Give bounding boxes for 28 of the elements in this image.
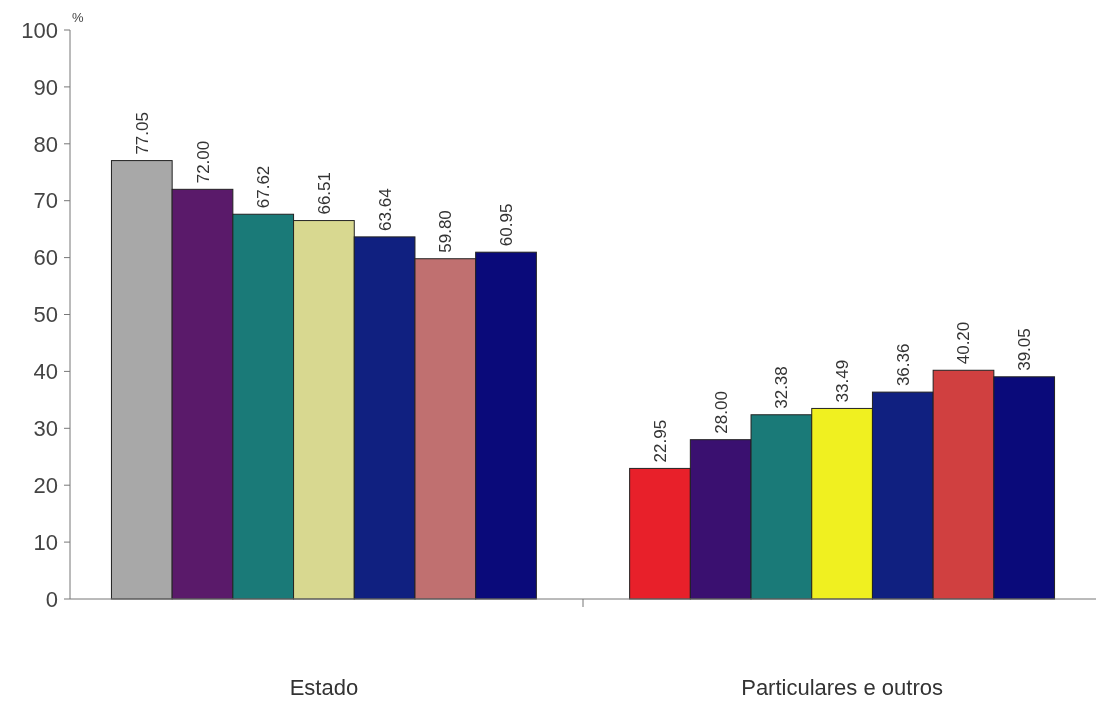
data-label: 22.95 [650,419,670,463]
data-label: 40.20 [954,321,974,365]
y-tick-label: 70 [33,188,58,214]
data-label: 77.05 [132,112,152,155]
data-label: 39.05 [1015,328,1035,371]
y-tick-label: 60 [33,245,58,271]
y-tick-label: 50 [33,302,58,328]
data-label: 66.51 [314,172,334,215]
data-label: 36.36 [893,343,913,387]
data-label: 67.62 [254,165,274,209]
y-tick-label: 100 [21,17,58,43]
data-label: 60.95 [497,203,517,247]
data-label: 33.49 [833,359,853,403]
data-label: 32.38 [772,366,792,409]
x-tick-label: Particulares e outros [741,675,943,700]
data-label: 28.00 [711,391,731,434]
data-label: 59.80 [436,210,456,253]
y-tick-label: 30 [33,416,58,441]
y-tick-label: 20 [33,472,58,498]
data-label: 72.00 [193,140,213,184]
x-tick-label: Estado [289,675,359,700]
y-axis-title: % [72,10,84,25]
y-tick-label: 10 [33,529,58,555]
y-tick-label: 0 [45,586,58,612]
y-tick-label: 40 [33,359,58,385]
y-tick-label: 80 [33,131,58,157]
data-label: 63.64 [375,188,395,231]
y-tick-label: 90 [33,74,58,100]
